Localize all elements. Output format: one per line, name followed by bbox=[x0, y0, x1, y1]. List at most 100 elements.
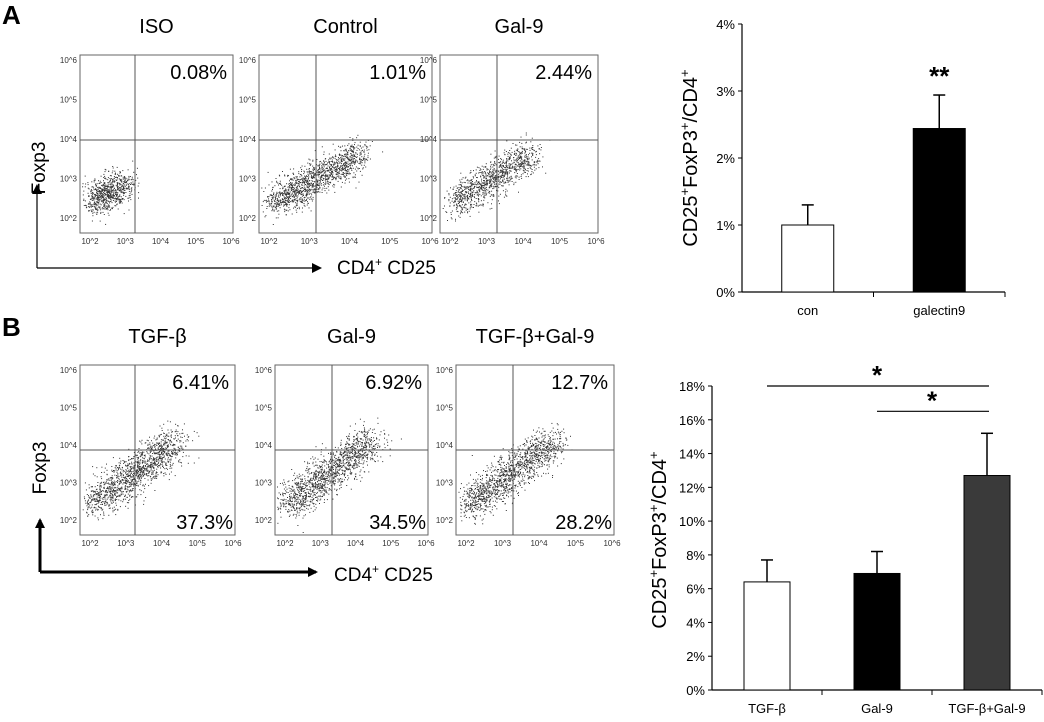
flow-event-dot bbox=[133, 452, 135, 453]
flow-event-dot bbox=[276, 204, 278, 206]
flow-event-dot bbox=[133, 462, 135, 464]
flow-event-dot bbox=[127, 187, 129, 189]
flow-event-dot bbox=[515, 152, 517, 154]
flow-event-dot bbox=[464, 187, 466, 189]
flow-event-dot bbox=[145, 483, 146, 485]
flow-event-dot bbox=[347, 157, 349, 159]
flow-event-dot bbox=[348, 447, 350, 449]
flow-event-dot bbox=[142, 466, 144, 467]
flow-event-dot bbox=[451, 200, 453, 202]
flow-event-dot bbox=[301, 169, 303, 170]
flow-event-dot bbox=[526, 164, 528, 166]
flow-event-dot bbox=[516, 159, 518, 161]
flow-event-dot bbox=[151, 459, 153, 461]
flow-event-dot bbox=[159, 454, 161, 456]
flow-event-dot bbox=[498, 162, 500, 164]
flow-event-dot bbox=[511, 160, 512, 162]
flow-event-dot bbox=[363, 159, 365, 161]
flow-event-dot bbox=[535, 154, 537, 156]
flow-event-dot bbox=[365, 141, 367, 143]
flow-event-dot bbox=[100, 194, 102, 196]
flow-event-dot bbox=[117, 480, 119, 481]
flow-event-dot bbox=[486, 181, 488, 183]
flow-event-dot bbox=[309, 190, 311, 192]
flow-event-dot bbox=[94, 179, 96, 181]
flow-event-dot bbox=[127, 187, 129, 189]
flow-event-dot bbox=[344, 153, 346, 155]
flow-event-dot bbox=[354, 162, 356, 164]
flow-event-dot bbox=[310, 188, 312, 190]
flow-event-dot bbox=[167, 446, 169, 448]
flow-event-dot bbox=[93, 202, 95, 204]
flow-plot-1: 10^210^210^310^310^410^410^510^510^610^6… bbox=[60, 16, 240, 246]
flow-event-dot bbox=[366, 145, 367, 147]
flow-event-dot bbox=[349, 457, 351, 459]
flow-event-dot bbox=[346, 447, 348, 449]
flow-event-dot bbox=[470, 201, 472, 203]
flow-event-dot bbox=[523, 163, 525, 165]
flow-event-dot bbox=[113, 177, 115, 179]
flow-event-dot bbox=[324, 172, 326, 173]
flow-event-dot bbox=[487, 202, 489, 204]
flow-event-dot bbox=[518, 164, 520, 166]
flow-event-dot bbox=[498, 183, 500, 185]
flow-event-dot bbox=[347, 152, 349, 154]
flow-event-dot bbox=[117, 477, 119, 479]
flow-event-dot bbox=[109, 206, 111, 208]
flow-event-dot bbox=[305, 200, 306, 202]
flow-event-dot bbox=[96, 496, 98, 498]
flow-event-dot bbox=[308, 505, 310, 507]
flow-event-dot bbox=[495, 171, 497, 173]
flow-event-dot bbox=[352, 160, 354, 162]
flow-event-dot bbox=[101, 196, 103, 198]
flow-event-dot bbox=[506, 166, 508, 167]
flow-event-dot bbox=[297, 188, 299, 190]
flow-event-dot bbox=[327, 170, 328, 172]
flow-event-dot bbox=[483, 177, 484, 179]
flow-event-dot bbox=[119, 472, 121, 474]
flow-event-dot bbox=[93, 211, 95, 213]
flow-event-dot bbox=[472, 184, 474, 186]
flow-event-dot bbox=[163, 467, 164, 469]
flow-event-dot bbox=[341, 181, 343, 183]
flow-event-dot bbox=[94, 196, 96, 198]
flow-event-dot bbox=[82, 509, 84, 511]
flow-event-dot bbox=[122, 501, 124, 503]
flow-event-dot bbox=[340, 444, 342, 446]
flow-event-dot bbox=[337, 159, 339, 161]
flow-event-dot bbox=[159, 425, 161, 427]
flow-event-dot bbox=[527, 170, 529, 172]
flow-event-dot bbox=[123, 199, 125, 201]
flow-event-dot bbox=[461, 204, 463, 206]
flow-event-dot bbox=[339, 166, 341, 168]
flow-event-dot bbox=[143, 503, 145, 505]
flow-event-dot bbox=[130, 463, 132, 465]
flow-event-dot bbox=[109, 178, 111, 179]
flow-event-dot bbox=[97, 501, 99, 502]
flow-event-dot bbox=[532, 145, 534, 146]
flow-event-dot bbox=[348, 157, 350, 159]
flow-event-dot bbox=[264, 187, 266, 189]
flow-event-dot bbox=[301, 490, 303, 492]
flow-event-dot bbox=[139, 440, 141, 442]
flow-event-dot bbox=[124, 485, 126, 487]
flow-event-dot bbox=[173, 444, 175, 445]
flow-event-dot bbox=[105, 178, 107, 180]
flow-event-dot bbox=[484, 172, 486, 174]
flow-event-dot bbox=[475, 169, 477, 171]
flow-event-dot bbox=[113, 480, 115, 482]
flow-event-dot bbox=[321, 192, 323, 193]
flow-event-dot bbox=[327, 169, 329, 171]
flow-event-dot bbox=[167, 452, 169, 454]
flow-event-dot bbox=[142, 457, 144, 459]
flow-event-dot bbox=[112, 197, 114, 199]
flow-event-dot bbox=[118, 468, 120, 470]
flow-event-dot bbox=[489, 192, 491, 194]
y-tick-label: 10^3 bbox=[239, 175, 257, 184]
flow-event-dot bbox=[485, 166, 487, 168]
flow-event-dot bbox=[284, 193, 286, 194]
flow-event-dot bbox=[161, 460, 163, 462]
flow-event-dot bbox=[291, 193, 293, 195]
flow-event-dot bbox=[530, 174, 532, 176]
flow-event-dot bbox=[486, 184, 488, 186]
